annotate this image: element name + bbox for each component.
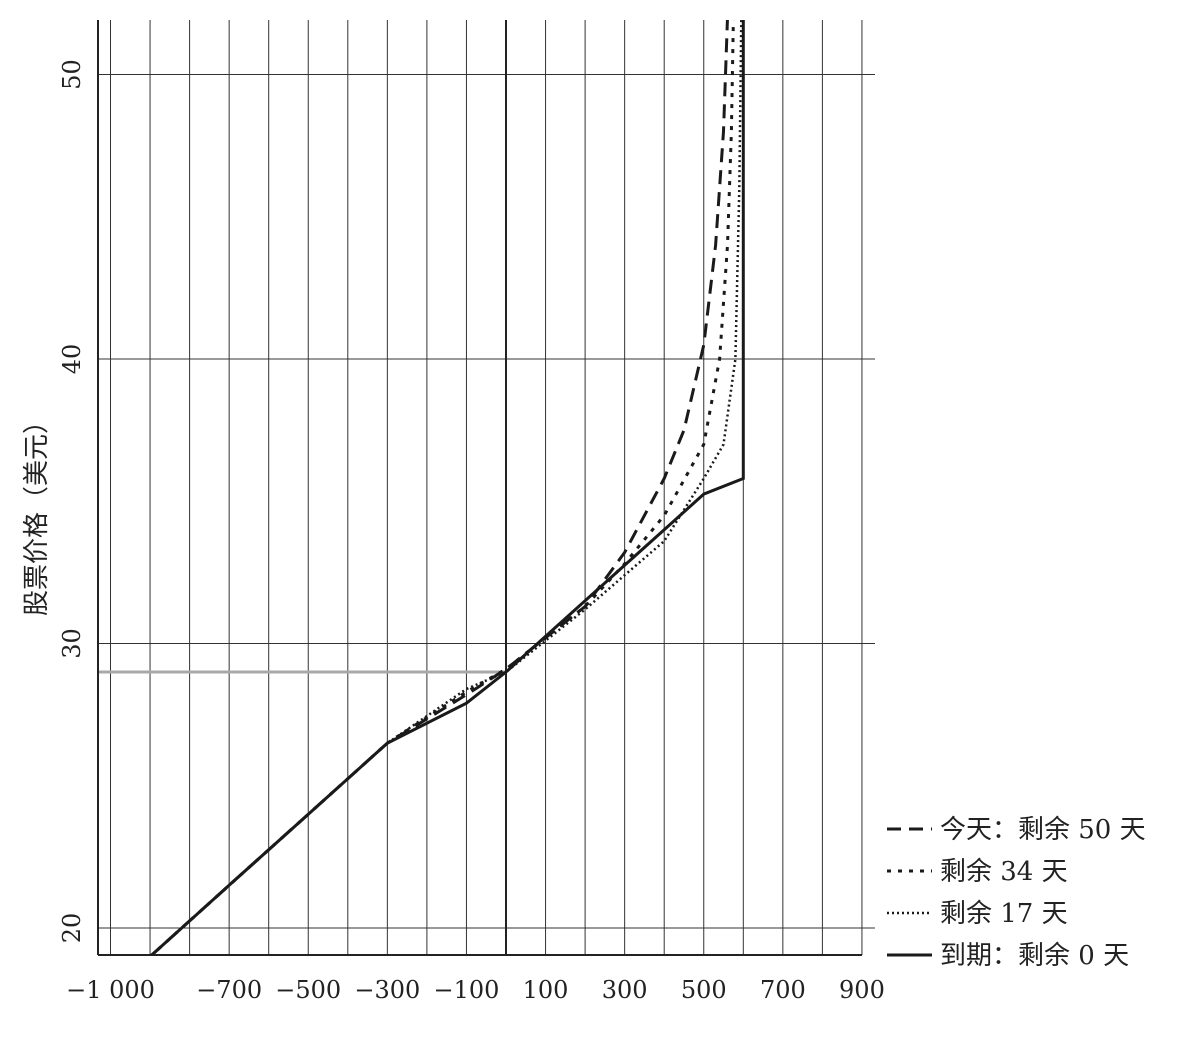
x-tick-label: −700 (196, 976, 262, 1004)
y-tick-label: 50 (58, 59, 86, 90)
legend-label-2: 剩余 34 天 (940, 857, 1068, 887)
series-line-3 (149, 20, 743, 955)
x-tick-label: 300 (602, 976, 648, 1004)
x-gridlines (110, 20, 863, 955)
x-tick-label: −500 (275, 976, 341, 1004)
x-tick-label: −1 000 (66, 976, 155, 1004)
series-line-4 (149, 20, 745, 955)
legend: 今天：剩余 50 天剩余 34 天剩余 17 天到期：剩余 0 天 (887, 815, 1146, 971)
legend-label-3: 剩余 17 天 (940, 899, 1068, 929)
y-gridlines (98, 74, 875, 929)
x-tick-label: 700 (760, 976, 806, 1004)
x-tick-label: 500 (681, 976, 727, 1004)
x-tick-label: 900 (839, 976, 885, 1004)
legend-label-1: 今天：剩余 50 天 (940, 815, 1146, 845)
y-tick-label: 40 (58, 344, 86, 375)
series-line-1 (149, 20, 729, 955)
legend-label-4: 到期：剩余 0 天 (940, 941, 1129, 971)
series-line-2 (149, 20, 735, 955)
y-tick-labels: 20 30 40 50 (58, 59, 86, 943)
x-tick-label: −300 (354, 976, 420, 1004)
y-tick-label: 20 (58, 913, 86, 944)
series-layer (149, 20, 745, 955)
y-axis-label: 股票价格（美元） (22, 408, 52, 616)
x-tick-label: −100 (433, 976, 499, 1004)
y-tick-label: 30 (58, 628, 86, 659)
x-tick-label: 100 (523, 976, 569, 1004)
x-tick-labels: −1 000 −700 −500 −300 −100 100 300 500 700 900 (66, 976, 885, 1004)
